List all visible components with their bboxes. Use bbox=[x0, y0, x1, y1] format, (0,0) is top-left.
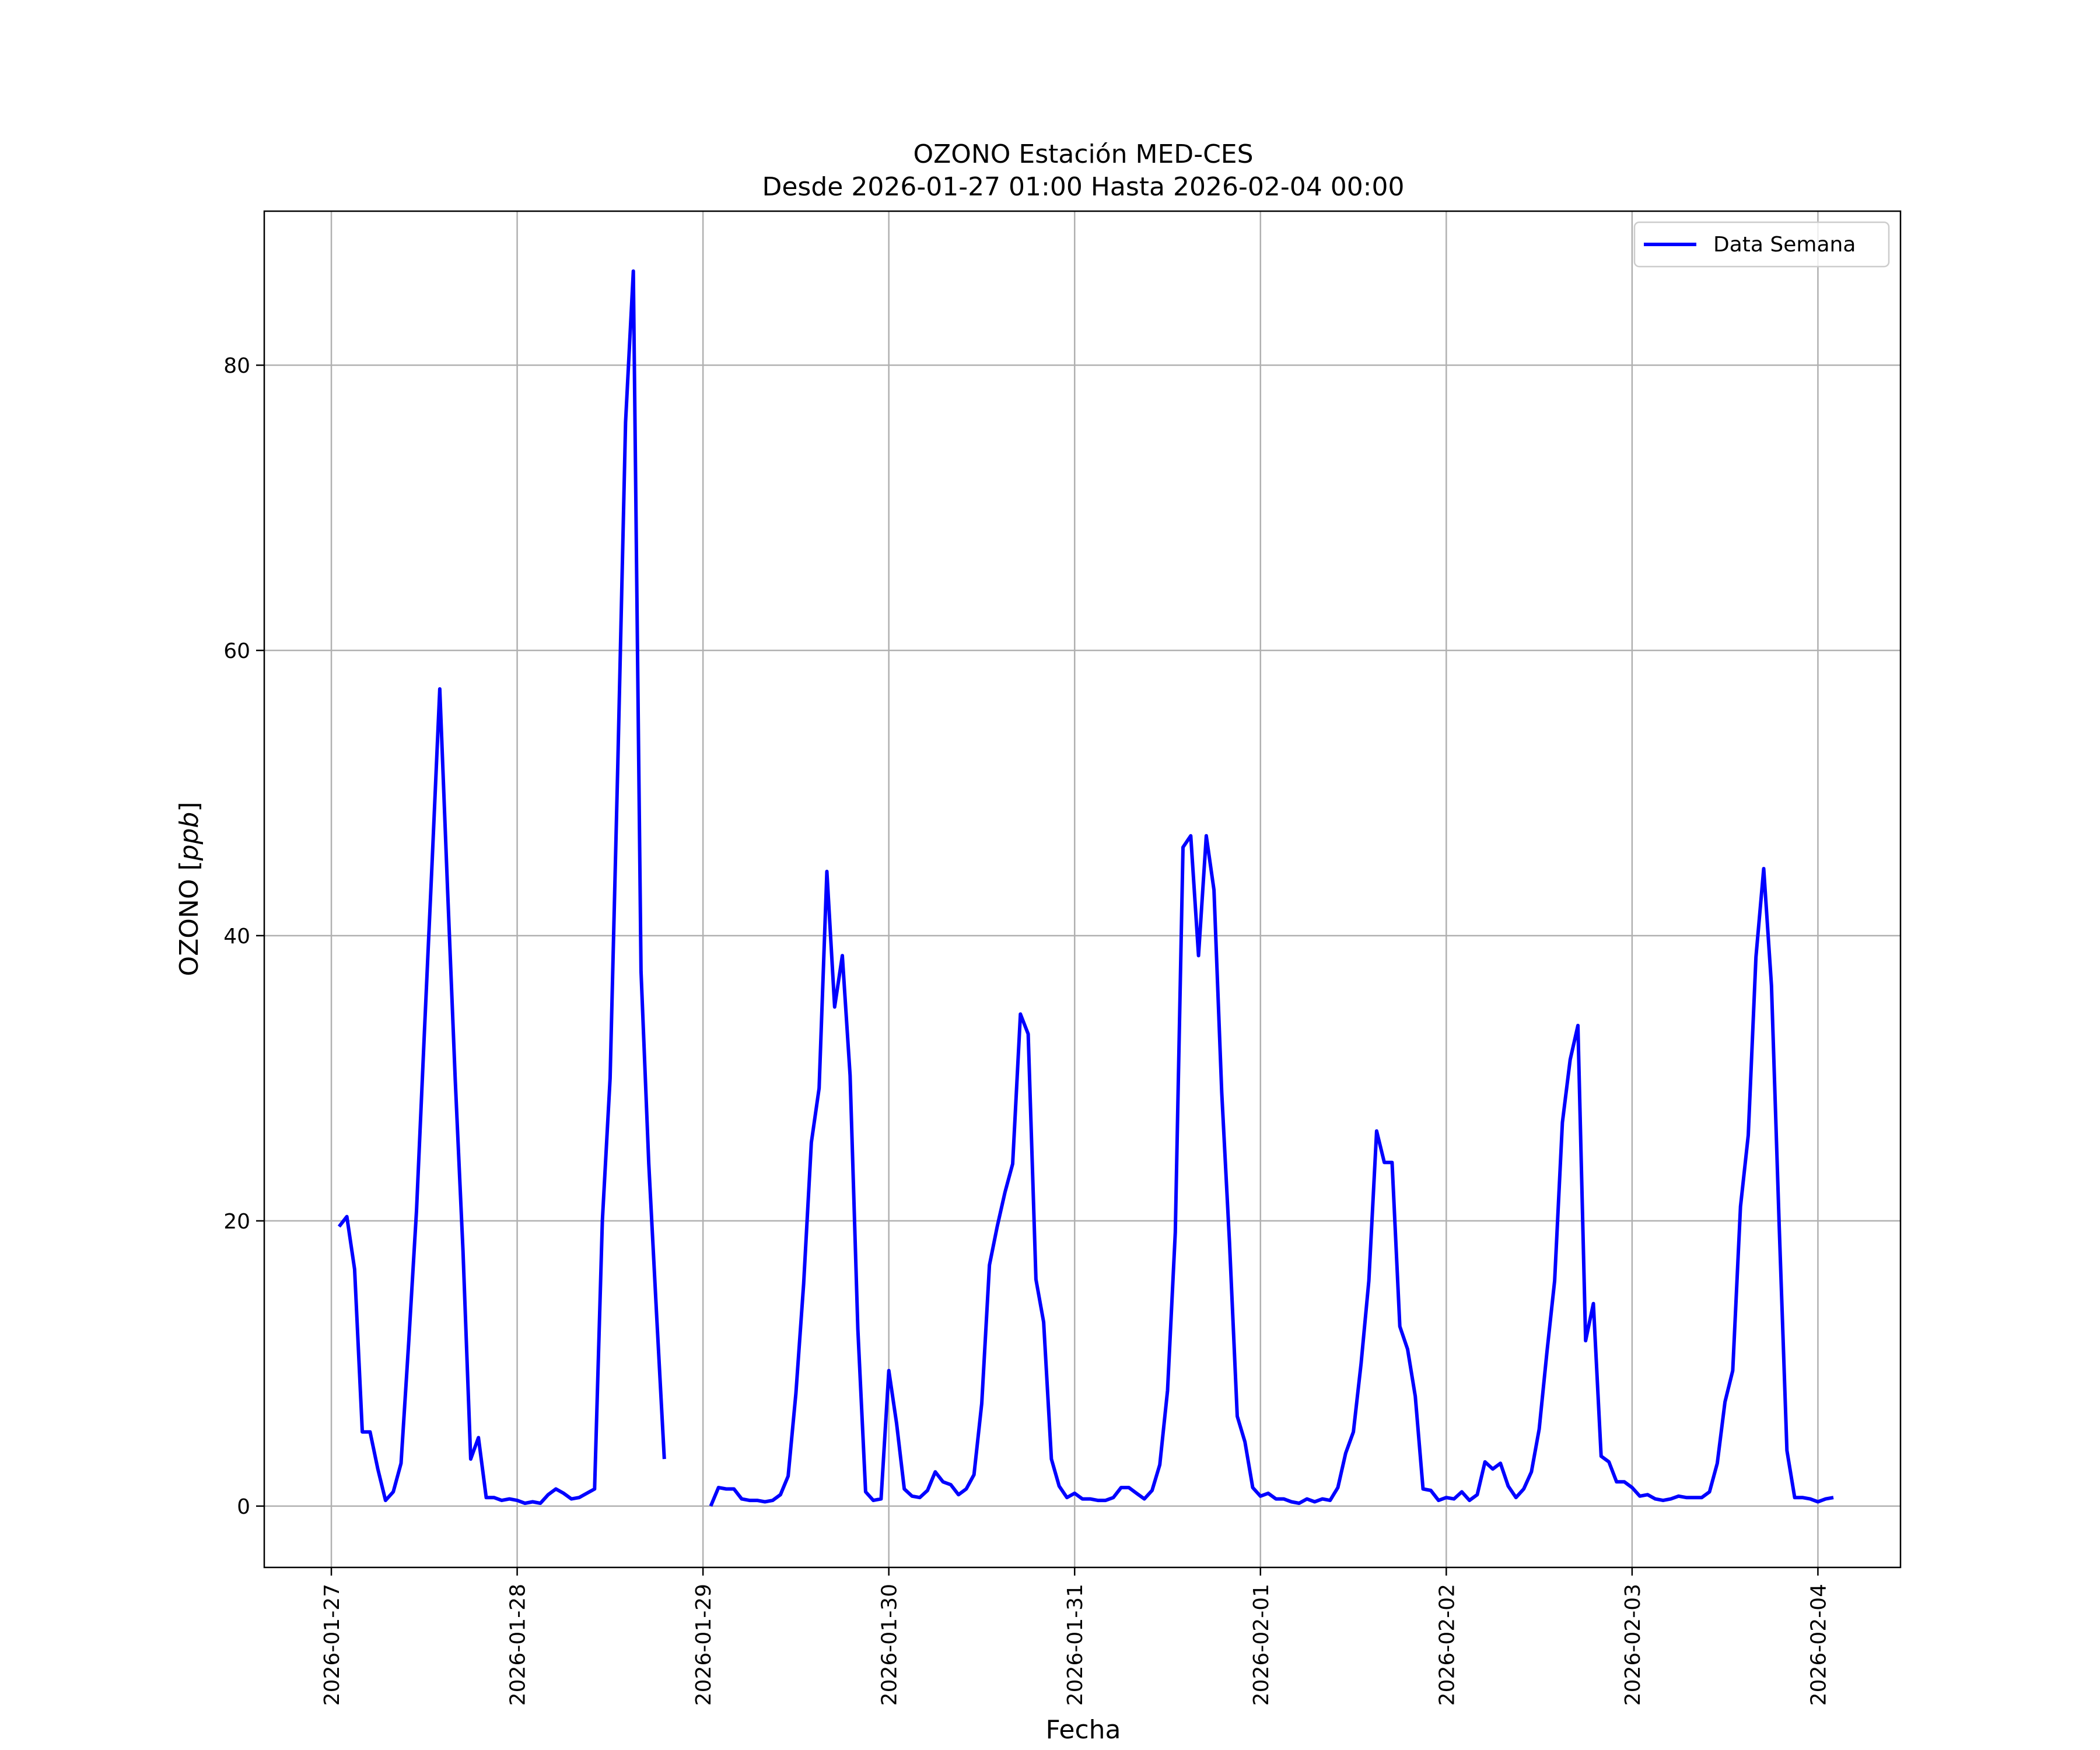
series-line-segment bbox=[709, 834, 1834, 1507]
y-tick-label: 0 bbox=[237, 1495, 250, 1519]
x-tick-label: 2026-02-02 bbox=[1435, 1584, 1459, 1706]
y-tick-label: 20 bbox=[223, 1210, 250, 1234]
y-tick-label: 60 bbox=[223, 639, 250, 663]
y-tick-label: 80 bbox=[223, 354, 250, 378]
y-tick-label: 40 bbox=[223, 925, 250, 949]
legend: Data Semana bbox=[1633, 221, 1890, 268]
y-axis-label-end: ] bbox=[174, 802, 204, 811]
series-lines bbox=[337, 269, 1834, 1507]
legend-box bbox=[1633, 221, 1890, 268]
y-axis-label-unit: ppb bbox=[174, 812, 204, 862]
x-axis-label: Fecha bbox=[1045, 1715, 1121, 1745]
grid bbox=[264, 211, 1901, 1567]
x-tick-label: 2026-01-27 bbox=[320, 1584, 344, 1706]
y-axis-label-main: OZONO [ bbox=[174, 860, 204, 976]
plot-frame bbox=[263, 210, 1902, 1569]
x-tick-label: 2026-01-30 bbox=[878, 1584, 902, 1706]
y-axis-ticks: 0 20 40 60 80 bbox=[223, 354, 264, 1519]
chart-title: OZONO Estación MED-CES bbox=[913, 139, 1253, 169]
legend-label: Data Semana bbox=[1713, 233, 1856, 257]
series-line-segment bbox=[337, 269, 666, 1505]
x-tick-label: 2026-01-31 bbox=[1063, 1584, 1087, 1706]
x-tick-label: 2026-02-04 bbox=[1807, 1584, 1831, 1706]
chart-subtitle: Desde 2026-01-27 01:00 Hasta 2026-02-04 … bbox=[762, 172, 1404, 202]
y-axis-label: OZONO [ppb] bbox=[174, 802, 204, 976]
x-axis-ticks: 2026-01-27 2026-01-28 2026-01-29 2026-01-30… bbox=[320, 1567, 1831, 1706]
x-tick-label: 2026-01-29 bbox=[692, 1584, 716, 1706]
x-tick-label: 2026-01-28 bbox=[506, 1584, 530, 1706]
x-tick-label: 2026-02-03 bbox=[1621, 1584, 1645, 1706]
x-tick-label: 2026-02-01 bbox=[1250, 1584, 1273, 1706]
